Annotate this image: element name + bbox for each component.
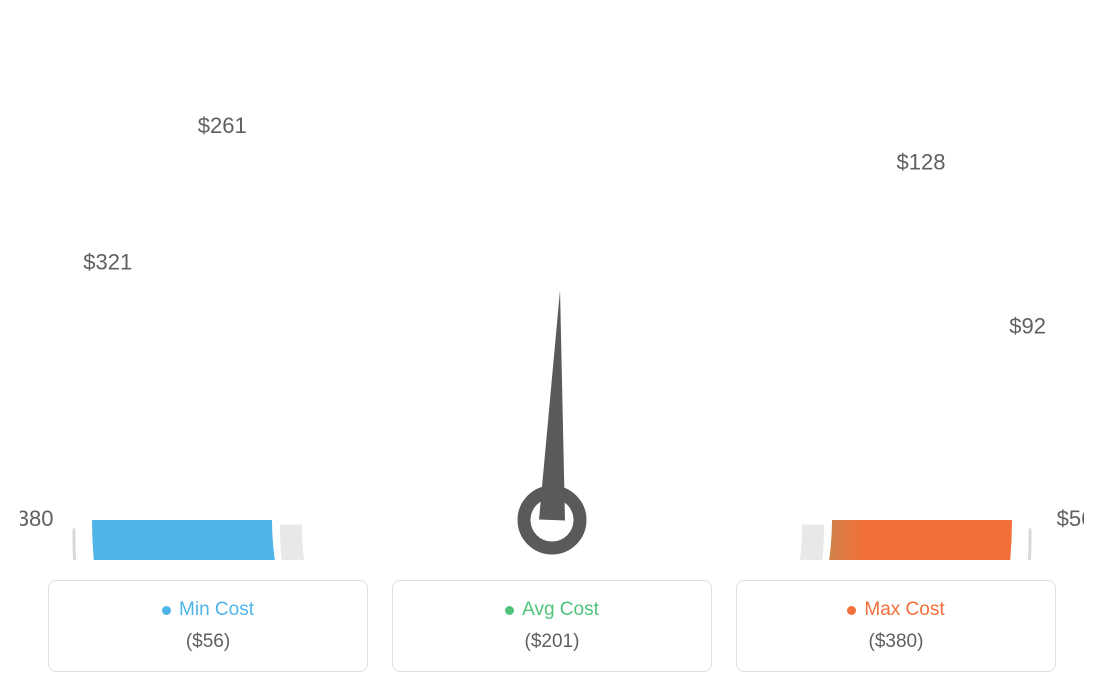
cost-gauge-chart: $56$92$128$201$261$321$380 Min Cost ($56… xyxy=(20,20,1084,672)
gauge-svg: $56$92$128$201$261$321$380 xyxy=(20,20,1084,560)
legend-row: Min Cost ($56) Avg Cost ($201) Max Cost … xyxy=(20,580,1084,672)
legend-dot-max xyxy=(847,606,856,615)
gauge-tick-label: $261 xyxy=(198,113,247,138)
gauge-container: $56$92$128$201$261$321$380 xyxy=(20,20,1084,560)
legend-card-min: Min Cost ($56) xyxy=(48,580,368,672)
gauge-tick-label: $380 xyxy=(20,506,53,531)
legend-card-max: Max Cost ($380) xyxy=(736,580,1056,672)
gauge-tick-label: $321 xyxy=(83,249,132,274)
legend-value-max: ($380) xyxy=(749,631,1043,653)
legend-label-avg: Avg Cost xyxy=(405,599,699,621)
legend-value-avg: ($201) xyxy=(405,631,699,653)
legend-text-max: Max Cost xyxy=(864,599,944,621)
legend-dot-min xyxy=(162,606,171,615)
gauge-tick-label: $128 xyxy=(897,149,946,174)
legend-label-min: Min Cost xyxy=(61,599,355,621)
legend-card-avg: Avg Cost ($201) xyxy=(392,580,712,672)
gauge-tick-label: $92 xyxy=(1009,314,1046,339)
legend-value-min: ($56) xyxy=(61,631,355,653)
legend-dot-avg xyxy=(505,606,514,615)
gauge-tick-label: $56 xyxy=(1057,506,1084,531)
legend-label-max: Max Cost xyxy=(749,599,1043,621)
legend-text-avg: Avg Cost xyxy=(522,599,599,621)
legend-text-min: Min Cost xyxy=(179,599,254,621)
